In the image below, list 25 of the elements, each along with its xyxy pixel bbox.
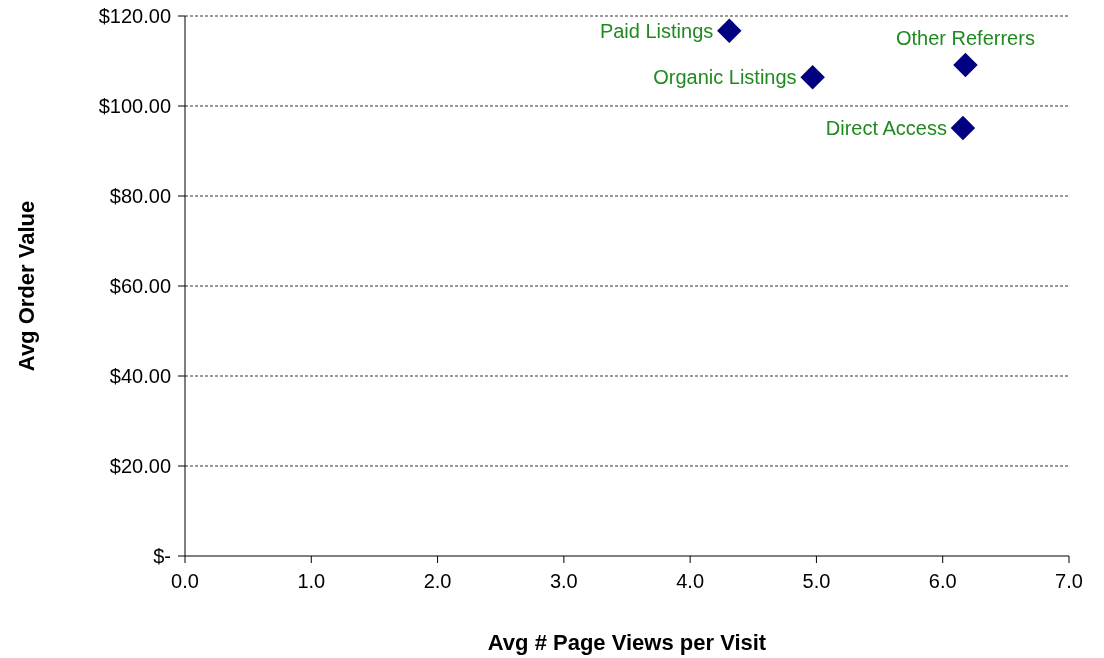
x-tick-label: 6.0 xyxy=(928,570,957,592)
x-tick-label: 5.0 xyxy=(802,570,831,592)
x-tick-label: 7.0 xyxy=(1055,570,1083,592)
y-tick-label: $100.00 xyxy=(98,95,171,117)
y-axis-title: Avg Order Value xyxy=(14,200,39,372)
y-tick-label: $20.00 xyxy=(109,455,171,477)
y-tick-label: $40.00 xyxy=(109,365,171,387)
point xyxy=(717,18,742,44)
y-tick-label: $120.00 xyxy=(98,5,171,27)
annotation: Organic Listings xyxy=(653,66,797,89)
x-tick-label: 3.0 xyxy=(549,570,578,592)
annotation: Direct Access xyxy=(825,117,947,140)
annotation: Other Referrers xyxy=(895,27,1035,50)
x-tick-label: 4.0 xyxy=(676,570,705,592)
y-tick-label: $60.00 xyxy=(109,275,171,297)
x-tick-label: 1.0 xyxy=(297,570,326,592)
point xyxy=(800,64,825,90)
x-tick-label: 2.0 xyxy=(423,570,452,592)
x-tick-label: 0.0 xyxy=(171,570,199,592)
y-tick-label: $80.00 xyxy=(109,185,171,207)
y-tick-label: $- xyxy=(153,545,171,567)
x-axis-title: Avg # Page Views per Visit xyxy=(487,630,767,655)
point xyxy=(953,52,978,78)
annotation: Paid Listings xyxy=(599,19,714,42)
point xyxy=(950,115,976,141)
